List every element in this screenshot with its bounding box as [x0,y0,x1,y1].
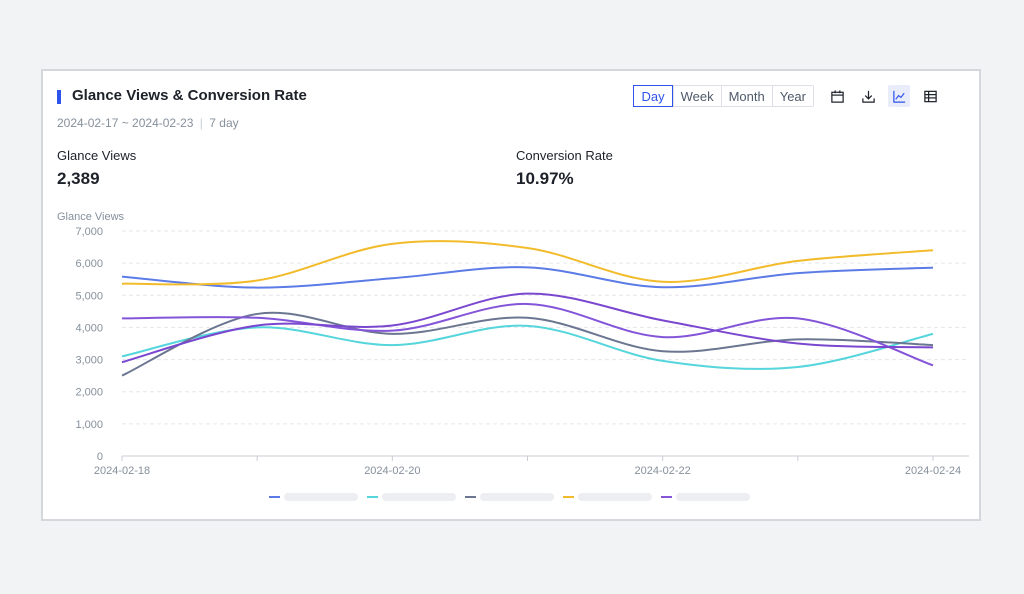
glance-views-metric: Glance Views 2,389 [57,148,136,189]
range-week-button[interactable]: Week [672,86,721,106]
legend-label-1 [284,493,358,501]
range-selector: Day Week Month Year [633,85,814,107]
date-range-subtitle: 2024-02-17 ~ 2024-02-23 | 7 day [57,116,239,130]
conversion-rate-label: Conversion Rate [516,148,613,163]
y-tick-label: 0 [97,451,103,463]
chart-card: Glance Views & Conversion Rate 2024-02-1… [41,69,981,521]
date-range-text: 2024-02-17 ~ 2024-02-23 [57,116,194,130]
legend-label-5 [676,493,750,501]
line-chart: Glance Views 0 1,000 2,000 3,000 4,000 5,000 6,… [57,211,969,501]
glance-views-label: Glance Views [57,148,137,163]
range-day-button[interactable]: Day [633,85,673,107]
title-accent-bar [57,90,61,104]
y-tick-label: 3,000 [75,355,103,367]
x-tick-label: 2024-02-18 [94,465,150,477]
conversion-rate-value: 10.97% [516,169,574,188]
line-chart-view-button[interactable] [888,85,910,107]
legend-label-3 [480,493,554,501]
series-line-6 [121,292,934,364]
series-line-3 [121,311,934,377]
range-year-button[interactable]: Year [771,86,813,106]
range-month-button[interactable]: Month [720,86,772,106]
y-axis-title: Glance Views [57,211,125,223]
y-tick-label: 6,000 [75,258,103,270]
y-tick-label: 1,000 [75,419,103,431]
line-chart-icon [892,90,905,103]
legend-label-4 [578,493,652,501]
table-view-button[interactable] [919,85,941,107]
period-text: 7 day [209,116,239,130]
subtitle-separator: | [199,116,203,130]
table-icon [923,90,937,102]
chart-toolbar: Day Week Month Year [633,85,941,107]
y-tick-label: 7,000 [75,226,103,238]
y-tick-label: 2,000 [75,387,103,399]
x-tick-label: 2024-02-22 [635,465,691,477]
conversion-rate-metric: Conversion Rate 10.97% [516,148,613,189]
series-line-1 [121,266,934,289]
calendar-button[interactable] [826,85,848,107]
y-tick-label: 4,000 [75,322,103,334]
series-line-2 [121,324,934,370]
glance-views-value: 2,389 [57,169,100,188]
x-tick-label: 2024-02-20 [364,465,420,477]
calendar-icon [830,89,844,103]
series-line-5 [121,302,934,367]
x-tick-label: 2024-02-24 [905,465,961,477]
download-button[interactable] [857,85,879,107]
y-tick-label: 5,000 [75,290,103,302]
card-title: Glance Views & Conversion Rate [72,87,307,104]
series-line-4 [121,240,934,286]
download-icon [861,90,875,103]
legend-label-2 [382,493,456,501]
